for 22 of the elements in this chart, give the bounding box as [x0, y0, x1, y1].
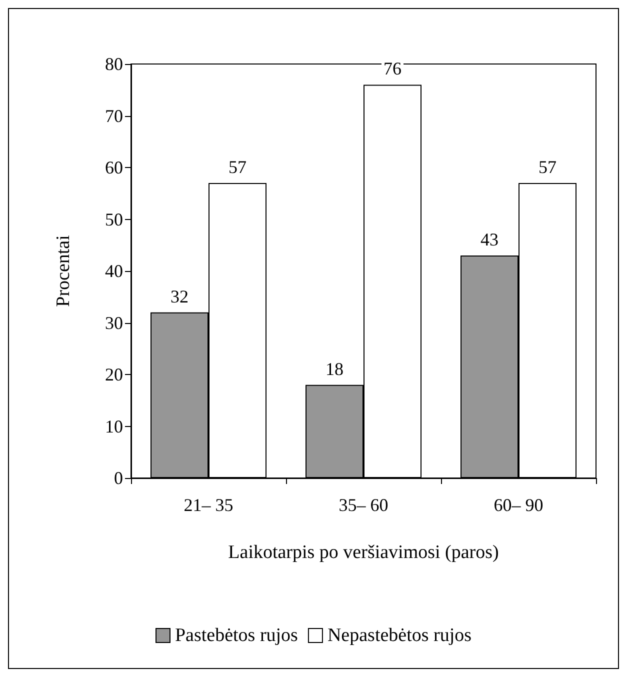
legend-label: Nepastebėtos rujos	[327, 625, 472, 646]
y-axis-title: Procentai	[53, 235, 74, 307]
data-label: 43	[480, 229, 498, 250]
x-tick-label: 35– 60	[338, 495, 388, 515]
y-tick-label: 40	[105, 261, 123, 281]
y-tick-label: 0	[114, 468, 123, 488]
y-tick-label: 30	[105, 312, 123, 333]
x-tick-label: 60– 90	[494, 495, 544, 515]
x-axis-title: Laikotarpis po veršiavimosi (paros)	[228, 542, 499, 563]
data-label: 57	[228, 157, 246, 178]
data-label: 18	[326, 358, 344, 379]
x-tick-label: 21– 35	[184, 495, 234, 515]
y-tick-label: 20	[105, 364, 123, 384]
y-tick-label: 50	[105, 209, 123, 230]
y-tick-label: 10	[105, 416, 123, 436]
y-tick-label: 80	[105, 54, 123, 74]
data-label: 57	[538, 157, 556, 178]
y-tick-label: 60	[105, 158, 123, 178]
data-label: 32	[170, 286, 188, 306]
legend-label: Pastebėtos rujos	[174, 625, 298, 646]
data-label: 76	[384, 58, 402, 79]
y-tick-label: 70	[105, 106, 123, 126]
